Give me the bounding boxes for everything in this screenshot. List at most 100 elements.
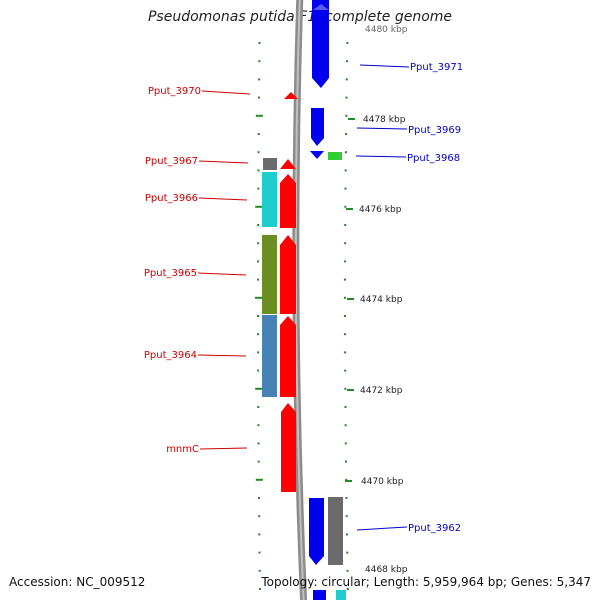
scale-tick — [345, 480, 352, 482]
track-tick — [255, 296, 263, 299]
scale-track: 4480 kbp 4478 kbp 4476 kbp 4474 kbp 4472… — [345, 25, 408, 575]
gene-label-pput-3964[interactable]: Pput_3964 — [144, 350, 197, 361]
track-tick — [257, 351, 260, 354]
gene-pput-3969-arrow[interactable] — [311, 108, 324, 146]
track-tick — [344, 442, 347, 445]
gene-pput-3964-arrow[interactable] — [280, 316, 296, 397]
track-tick — [257, 260, 260, 263]
track-tick — [344, 460, 347, 463]
track-tick — [345, 533, 348, 536]
scale-label: 4474 kbp — [360, 295, 403, 305]
track-tick — [344, 315, 347, 317]
track-tick — [257, 406, 260, 408]
gene-label-pput-3970[interactable]: Pput_3970 — [148, 86, 201, 97]
track-tick — [255, 205, 263, 208]
track-tick — [258, 588, 261, 590]
track-tick — [344, 387, 347, 390]
track-tick — [258, 60, 261, 63]
gene-label-mnmc[interactable]: mnmC — [166, 444, 199, 455]
scale-tick — [347, 389, 354, 391]
scale-label: 4480 kbp — [365, 25, 408, 35]
scale-tick — [348, 118, 355, 120]
track-tick — [255, 387, 263, 390]
track-tick — [345, 133, 348, 135]
track-tick — [344, 424, 347, 427]
track-tick — [257, 187, 260, 190]
leader-line — [197, 354, 247, 357]
track-tick — [344, 260, 347, 263]
gene-pput-3968-arrow[interactable] — [310, 151, 324, 159]
gene-pput-3967-arrow[interactable] — [280, 159, 296, 169]
gene-label-pput-3965[interactable]: Pput_3965 — [144, 268, 197, 279]
track-tick — [346, 588, 349, 590]
track-tick — [346, 60, 349, 63]
track-tick — [258, 515, 261, 518]
track-tick — [344, 296, 347, 299]
track-tick — [255, 478, 263, 481]
track-tick — [344, 333, 347, 336]
gene-label-pput-3962[interactable]: Pput_3962 — [408, 523, 461, 534]
gene-label-pput-3971[interactable]: Pput_3971 — [410, 62, 463, 73]
scale-tick — [347, 298, 354, 300]
leader-line — [356, 526, 408, 531]
track-tick — [345, 96, 348, 99]
feature-block-cyan-bottom — [336, 590, 346, 600]
track-tick — [345, 515, 348, 518]
gene-pput-3965-arrow[interactable] — [280, 235, 296, 314]
gene-label-pput-3966[interactable]: Pput_3966 — [145, 193, 198, 204]
leader-line — [197, 272, 247, 276]
track-tick — [257, 151, 260, 154]
right-gene-labels: Pput_3971 Pput_3969 Pput_3968 Pput_3962 — [355, 62, 463, 534]
feature-block-green — [328, 152, 342, 160]
track-tick — [344, 187, 347, 190]
track-tick — [257, 315, 260, 317]
gene-pput-3971-top-cap — [313, 4, 329, 10]
gene-mnmc-arrow[interactable] — [281, 403, 296, 492]
gene-pput-3962-arrow[interactable] — [309, 498, 324, 565]
gene-label-pput-3967[interactable]: Pput_3967 — [145, 156, 198, 167]
track-tick — [345, 497, 348, 499]
track-tick — [344, 151, 347, 154]
scale-label: 4472 kbp — [360, 386, 403, 396]
track-tick — [255, 114, 263, 117]
track-tick — [344, 169, 347, 172]
track-tick — [257, 133, 260, 135]
track-tick — [257, 369, 260, 372]
gene-pput-3970-arrow[interactable] — [284, 92, 298, 99]
topology-text: Topology: circular; Length: 5,959,964 bp… — [261, 575, 591, 589]
track-tick — [257, 333, 260, 336]
feature-block-gray — [263, 158, 277, 170]
track-tick — [257, 442, 260, 445]
genome-backbone-inner — [294, 0, 305, 600]
leader-line — [201, 90, 251, 95]
track-tick — [346, 551, 349, 554]
leader-line — [359, 64, 410, 68]
track-tick — [344, 224, 347, 226]
track-tick — [257, 169, 260, 172]
left-gene-labels: Pput_3970 Pput_3967 Pput_3966 Pput_3965 … — [144, 86, 251, 455]
gene-pput-3971-arrow[interactable] — [312, 0, 329, 88]
left-tick-track — [255, 42, 263, 590]
track-tick — [258, 42, 261, 44]
track-tick — [345, 478, 348, 481]
track-tick — [345, 78, 348, 81]
feature-block-cyan — [262, 172, 277, 227]
track-tick — [257, 278, 260, 281]
feature-block-steelblue — [262, 315, 277, 397]
track-tick — [346, 569, 349, 572]
track-tick — [257, 460, 260, 463]
scale-label: 4476 kbp — [359, 205, 402, 215]
track-tick — [344, 242, 347, 245]
feature-block-gray-right — [328, 497, 343, 565]
accession-text: Accession: NC_009512 — [9, 575, 146, 589]
gene-label-pput-3968[interactable]: Pput_3968 — [407, 153, 460, 164]
leader-line — [355, 155, 407, 158]
gene-pput-3966-arrow[interactable] — [280, 174, 296, 228]
track-tick — [257, 242, 260, 245]
gene-label-pput-3969[interactable]: Pput_3969 — [408, 125, 461, 136]
track-tick — [344, 351, 347, 354]
scale-tick — [346, 208, 353, 210]
track-tick — [344, 406, 347, 408]
track-tick — [258, 78, 261, 81]
